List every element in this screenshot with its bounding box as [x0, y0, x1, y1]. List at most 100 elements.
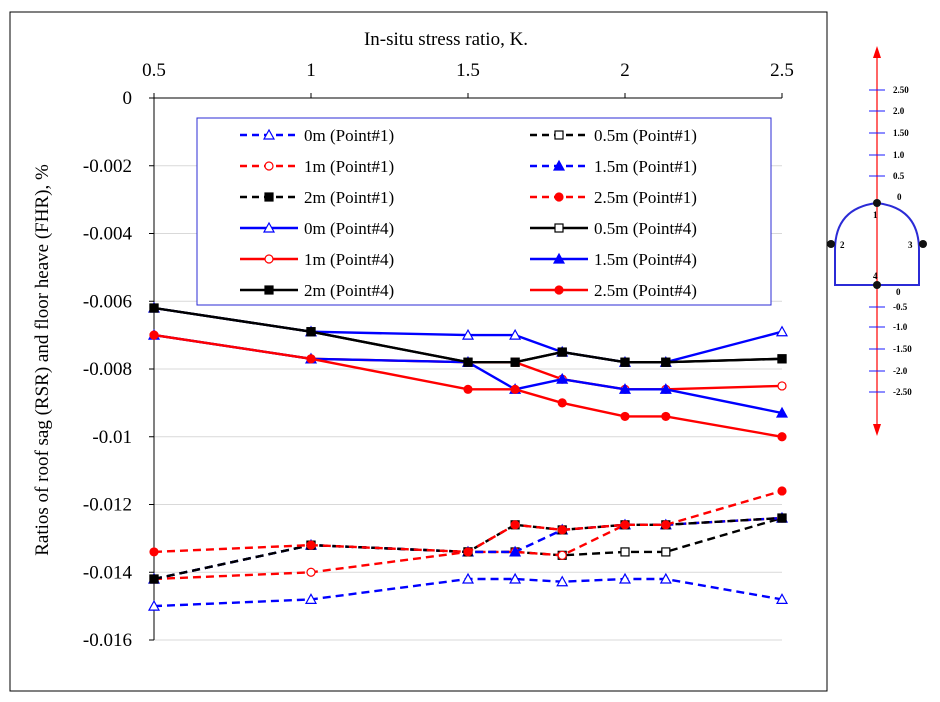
diagram-scale-label: 2.50	[893, 85, 909, 95]
legend-label: 2.5m (Point#4)	[594, 281, 697, 300]
y-tick-label: -0.016	[83, 630, 132, 651]
data-point	[777, 381, 787, 391]
legend-swatch-marker	[554, 192, 564, 202]
data-point	[775, 325, 789, 337]
y-tick-label: -0.006	[83, 291, 132, 312]
legend-label: 1.5m (Point#1)	[594, 157, 697, 176]
data-point	[556, 372, 569, 384]
data-point	[461, 328, 475, 340]
data-point	[661, 357, 671, 367]
legend-swatch-marker	[264, 161, 274, 171]
data-point	[509, 545, 522, 557]
x-tick-label: 2	[620, 60, 630, 81]
diagram-scale-label: -2.0	[893, 366, 908, 376]
data-point	[304, 593, 318, 604]
data-point	[775, 593, 789, 604]
data-point	[306, 354, 316, 364]
legend-swatch-marker	[264, 254, 274, 264]
series	[147, 301, 789, 611]
legend-item: 0m (Point#1)	[240, 126, 394, 145]
series-line	[153, 577, 783, 608]
legend-item: 2.5m (Point#1)	[530, 188, 697, 207]
legend-swatch-marker	[552, 252, 566, 264]
x-tick-label: 0.5	[142, 60, 166, 81]
data-point	[659, 383, 672, 394]
y-tick-label: 0	[123, 88, 133, 109]
diagram-scale-label: 1.0	[893, 150, 905, 160]
data-point	[661, 520, 671, 530]
legend-label: 0.5m (Point#4)	[594, 219, 697, 238]
y-tick-label: -0.008	[83, 359, 132, 380]
data-point	[147, 599, 161, 611]
legend-label: 0m (Point#4)	[304, 219, 394, 238]
legend-item: 2.5m (Point#4)	[530, 281, 697, 300]
data-point	[556, 575, 569, 587]
data-point	[510, 357, 520, 367]
legend-swatch-marker	[262, 128, 276, 140]
data-point	[510, 384, 520, 394]
legend-label: 2m (Point#4)	[304, 281, 394, 300]
arrow-up-icon	[873, 46, 881, 58]
legend-swatch-marker	[264, 285, 274, 295]
data-point	[620, 547, 630, 557]
legend-item: 1.5m (Point#1)	[530, 157, 697, 176]
data-point	[463, 547, 473, 557]
legend-label: 2m (Point#1)	[304, 188, 394, 207]
diagram-scale-label: -0.5	[893, 302, 908, 312]
y-tick-label: -0.014	[83, 562, 133, 583]
y-tick-label: -0.004	[83, 224, 133, 245]
point-4-label: 4	[873, 271, 878, 281]
diagram-scale-label: -1.0	[893, 322, 908, 332]
legend-swatch-marker	[264, 192, 274, 202]
legend-item: 1m (Point#4)	[240, 250, 394, 269]
data-point	[618, 572, 632, 584]
legend-label: 1m (Point#4)	[304, 250, 394, 269]
legend-swatch-marker	[554, 285, 564, 295]
legend: 0m (Point#1) 0.5m (Point#1) 1m (Point#1) 1.…	[196, 117, 772, 306]
series-2-5m-point-4	[149, 330, 787, 442]
legend-item: 1m (Point#1)	[240, 157, 394, 176]
tunnel-diagram: 2.50 2.0 1.50 1.0 0.5 0 0 -0.5 -1.0 -1.50 -2.0 -2.5…	[827, 46, 927, 436]
diagram-scale-label: -1.50	[893, 344, 912, 354]
series-line	[153, 333, 783, 438]
series-line	[153, 333, 783, 415]
point-4-marker	[873, 281, 881, 289]
point-3-marker	[919, 240, 927, 248]
legend-box	[196, 117, 772, 306]
data-point	[149, 574, 159, 584]
data-point	[659, 572, 672, 584]
data-point	[509, 572, 522, 584]
legend-swatch-marker	[554, 130, 564, 140]
data-point	[661, 411, 671, 422]
diagram-scale-label: 0.5	[893, 171, 905, 181]
data-point	[777, 486, 787, 496]
diagram-scale-label: 0	[897, 192, 902, 202]
y-tick-label: -0.01	[92, 427, 132, 448]
y-axis-title: Ratios of roof sag (RSR) and floor heave…	[32, 164, 53, 556]
series-0m-point-1	[147, 572, 789, 611]
data-point	[618, 383, 632, 394]
legend-label: 1m (Point#1)	[304, 157, 394, 176]
point-2-marker	[827, 240, 835, 248]
series-line	[153, 306, 783, 364]
data-point	[306, 540, 316, 550]
x-tick-label: 1	[306, 60, 316, 81]
legend-label: 0.5m (Point#1)	[594, 126, 697, 145]
tick-labels: 0 -0.002 -0.004 -0.006 -0.008 -0.01 -0.012 -0.0…	[83, 60, 794, 651]
legend-swatch-marker	[262, 221, 276, 233]
data-point	[509, 328, 522, 340]
legend-item: 0m (Point#4)	[240, 219, 394, 238]
data-point	[620, 411, 630, 422]
arrow-down-icon	[873, 424, 881, 436]
point-1-marker	[873, 199, 881, 207]
point-2-label: 2	[840, 240, 845, 250]
data-point	[463, 384, 473, 394]
data-point	[557, 525, 567, 535]
data-point	[557, 347, 567, 357]
legend-item: 0.5m (Point#1)	[530, 126, 697, 145]
data-point	[149, 330, 159, 340]
series-2m-point-4	[149, 303, 787, 367]
diagram-scale-label: -2.50	[893, 387, 912, 397]
x-axis-title: In-situ stress ratio, K.	[364, 29, 528, 50]
data-point	[557, 550, 567, 560]
